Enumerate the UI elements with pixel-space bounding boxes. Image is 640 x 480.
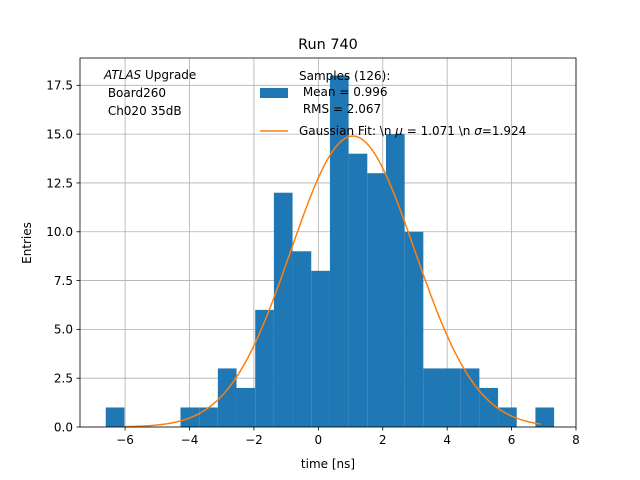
legend-fit-mu: μ [394,124,403,138]
annotation-line-2: Board260 [104,86,166,100]
histogram-bar-0 [105,407,125,427]
y-tick-label-6: 15.0 [46,127,73,141]
y-tick-label-2: 5.0 [54,323,73,337]
histogram-bar-7 [236,387,256,427]
histogram-bar-9 [273,192,293,427]
axes-frame [79,57,577,428]
histogram-bar-19 [460,368,480,427]
histogram-bar-23 [535,407,555,427]
histogram-bar-21 [498,407,517,427]
atlas-annotation: ATLAS Upgrade Board260 Ch020 35dB [103,68,196,118]
annotation-line-1: ATLAS Upgrade [103,68,196,82]
annotation-line-3: Ch020 35dB [104,104,182,118]
legend-fit-label: Gaussian Fit: \n μ = 1.071 \n σ=1.924 [299,124,526,138]
legend: Samples (126): Mean = 0.996 RMS = 2.067 … [260,69,526,138]
legend-fit-text-2: = 1.071 \n [403,124,474,138]
gaussian-fit-curve [125,135,541,428]
histogram-bar-14 [367,173,386,427]
histogram-bar-5 [199,407,218,427]
legend-hist-line-3: RMS = 2.067 [299,102,381,116]
x-tick-label-0: −6 [116,433,134,447]
x-tick-label-3: 0 [315,433,323,447]
histogram-bar-12 [329,75,349,428]
chart-title: Run 740 [298,37,358,53]
histogram-bar-13 [348,153,368,427]
histogram-bar-8 [255,309,274,427]
y-axis-ticks: 0.0 2.5 5.0 7.5 10.0 12.5 15.0 17.5 [46,79,80,434]
x-axis-label: time [ns] [301,457,355,471]
histogram-bar-18 [442,368,461,427]
annotation-upgrade: Upgrade [141,68,196,82]
x-axis-ticks: −6 −4 −2 0 2 4 6 8 [116,427,580,447]
histogram-bar-16 [404,231,424,427]
x-tick-label-7: 8 [572,433,580,447]
x-tick-label-1: −4 [181,433,199,447]
histogram-bar-17 [423,368,443,427]
y-tick-label-7: 17.5 [46,79,73,93]
legend-fit-text-1: Gaussian Fit: \n [299,124,395,138]
y-tick-label-0: 0.0 [54,420,73,434]
y-tick-label-1: 2.5 [54,371,73,385]
y-tick-label-4: 10.0 [46,225,73,239]
histogram-bars [105,75,555,428]
legend-hist-line-2: Mean = 0.996 [299,85,388,99]
x-tick-label-4: 2 [379,433,387,447]
legend-fit-sigma: σ [474,124,482,138]
histogram-bar-20 [479,387,499,427]
x-tick-label-6: 6 [508,433,516,447]
annotation-atlas: ATLAS [103,68,142,82]
histogram-bar-15 [385,134,405,427]
y-tick-label-3: 7.5 [54,274,73,288]
legend-hist-swatch [260,88,288,98]
legend-fit-text-3: =1.924 [482,124,526,138]
histogram-bar-10 [292,251,312,427]
y-tick-label-5: 12.5 [46,176,73,190]
x-tick-label-2: −2 [245,433,263,447]
legend-hist-line-1: Samples (126): [299,69,390,83]
y-axis-label: Entries [20,222,34,264]
histogram-bar-11 [311,270,330,427]
x-tick-label-5: 4 [443,433,451,447]
